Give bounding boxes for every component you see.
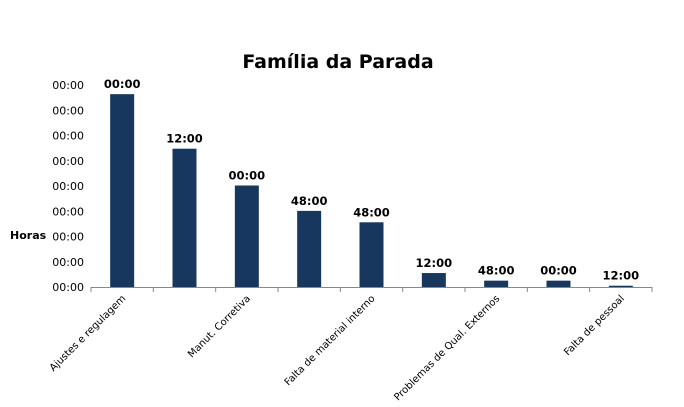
data-label: 12:00 [416, 256, 453, 270]
y-axis-label: Horas [10, 229, 47, 242]
bar [546, 280, 571, 287]
y-tick-label: 00:00 [52, 231, 84, 244]
data-label: 00:00 [104, 77, 141, 91]
data-label: 00:00 [229, 169, 266, 183]
x-category-label: Falta de pessoal [562, 293, 627, 358]
bar [608, 285, 633, 287]
data-label: 48:00 [291, 194, 328, 208]
y-tick-label: 00:00 [52, 256, 84, 269]
bars [110, 94, 633, 288]
bar [484, 280, 509, 287]
bar [172, 148, 197, 287]
data-label: 48:00 [478, 264, 515, 278]
y-tick-label: 00:00 [52, 180, 84, 193]
x-category-label: Falta de material interno [283, 293, 378, 388]
bar [110, 94, 135, 288]
x-category-label: Ajustes e regulagem [48, 293, 128, 373]
y-tick-labels: 00:00 00:00 00:00 00:00 00:00 00:00 00:00 00:00… [52, 79, 84, 294]
y-tick-label: 00:00 [52, 104, 84, 117]
bar [421, 273, 446, 287]
chart-title: Família da Parada [242, 51, 433, 73]
bar [359, 222, 384, 287]
x-category-labels: Ajustes e regulagem Manut. Corretiva Falta… [48, 287, 653, 403]
y-tick-label: 00:00 [52, 155, 84, 168]
x-category-label: Manut. Corretiva [186, 293, 253, 360]
data-label: 12:00 [603, 269, 640, 283]
data-label: 48:00 [353, 205, 390, 219]
y-tick-label: 00:00 [52, 79, 84, 92]
x-category-label: Problemas de Qual. Externos [392, 293, 502, 403]
y-tick-label: 00:00 [52, 130, 84, 143]
bar [297, 210, 322, 287]
y-tick-label: 00:00 [52, 281, 84, 294]
y-tick-label: 00:00 [52, 205, 84, 218]
bar [234, 185, 259, 287]
data-labels: 00:00 12:00 00:00 48:00 48:00 12:00 48:00 00:00… [104, 77, 639, 283]
data-label: 00:00 [540, 264, 577, 278]
data-label: 12:00 [166, 132, 203, 146]
